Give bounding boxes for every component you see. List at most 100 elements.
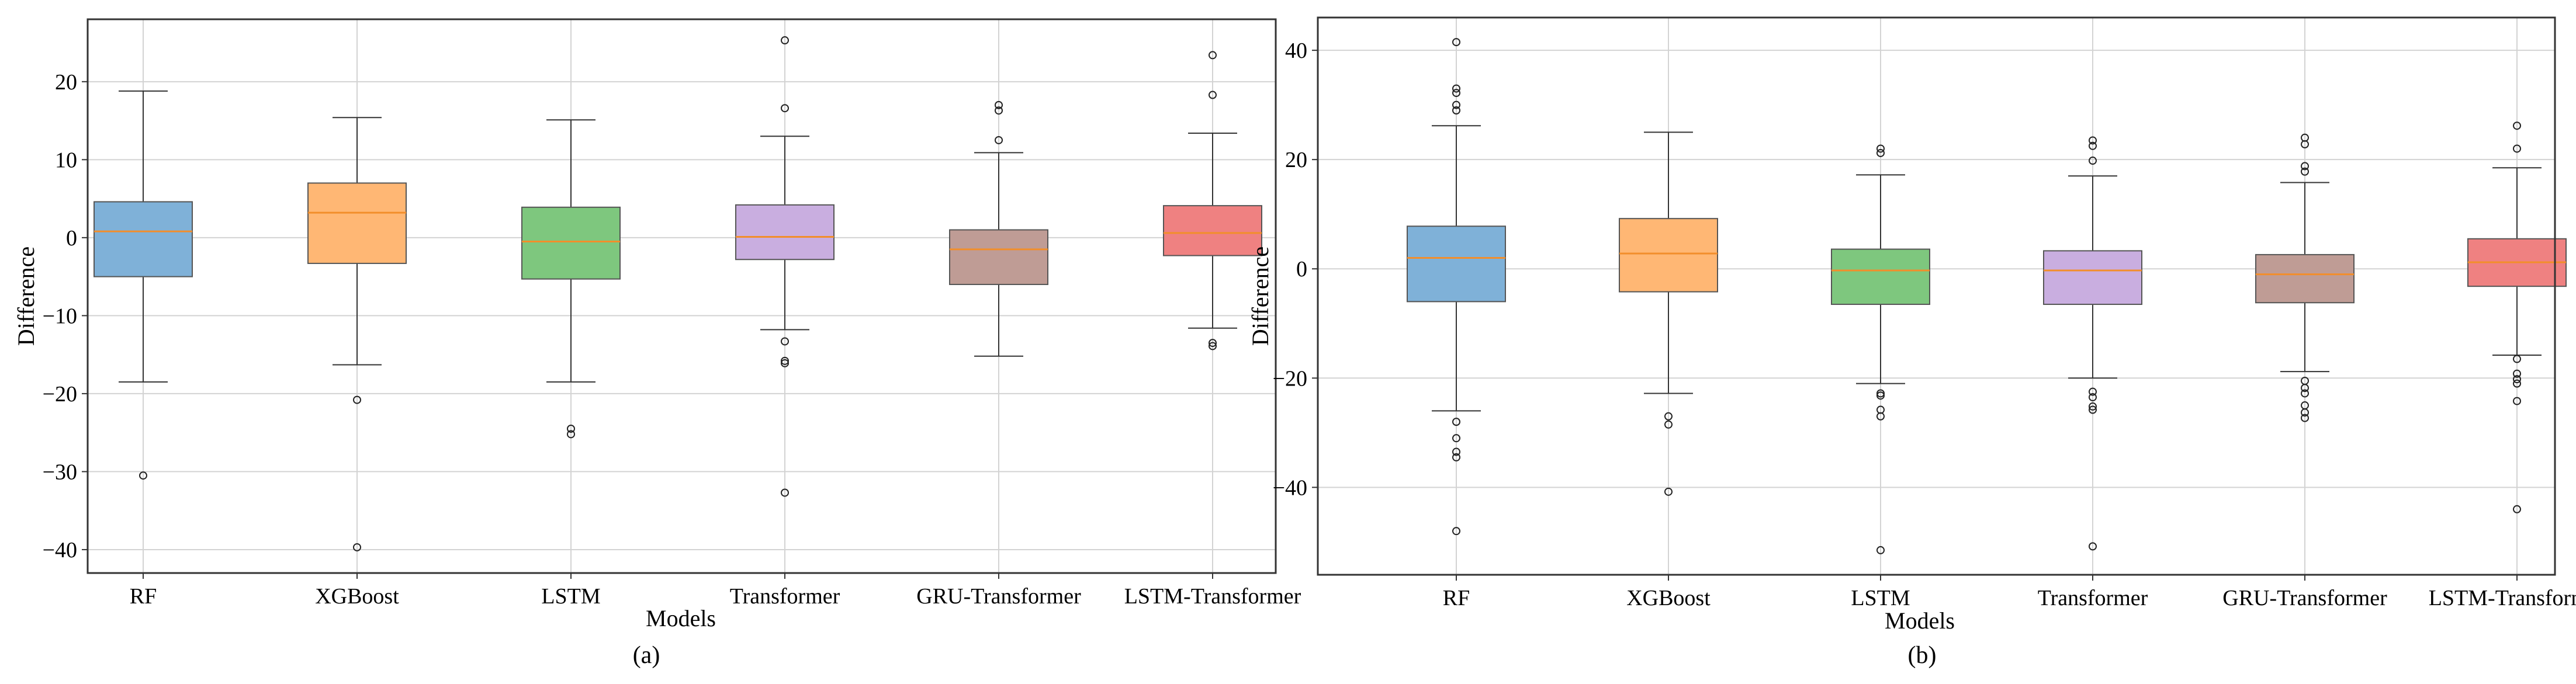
outlier-point [781, 104, 789, 113]
x-tick-label: GRU-Transformer [2222, 586, 2387, 610]
outlier-point [1452, 89, 1460, 98]
outlier-point [2513, 375, 2521, 384]
outlier-point [1664, 420, 1673, 429]
outlier-point [1876, 144, 1885, 153]
box-gru-transformer [949, 100, 1048, 357]
outlier-point [781, 488, 789, 497]
outlier-point [2089, 405, 2097, 414]
outlier-point [781, 337, 789, 346]
outlier-point [1452, 84, 1460, 93]
box-xgboost [307, 117, 407, 551]
panel-caption: (a) [633, 642, 660, 669]
x-tick-label: Transformer [2038, 586, 2148, 610]
outlier-point [1664, 487, 1673, 496]
outlier-point [2513, 397, 2521, 405]
outlier-point [1209, 51, 1217, 60]
x-tick-label: LSTM-Transformer [2429, 586, 2576, 610]
outlier-point [2301, 408, 2309, 417]
box-body [2255, 254, 2355, 304]
outlier-point [1452, 106, 1460, 114]
outlier-point [1209, 339, 1217, 348]
outlier-point [1876, 546, 1885, 554]
y-tick-label: −30 [43, 460, 77, 484]
y-tick-label: −40 [1273, 475, 1307, 500]
outlier-point [2301, 384, 2309, 393]
box-rf [1407, 38, 1506, 536]
y-tick-label: 20 [55, 70, 77, 95]
x-tick-label: LSTM-Transformer [1124, 584, 1301, 609]
box-lstm [521, 119, 621, 439]
box-body [1163, 205, 1262, 256]
outlier-point [567, 424, 575, 433]
outlier-point [2301, 162, 2309, 171]
x-tick-label: RF [1443, 586, 1470, 610]
outlier-point [2513, 505, 2521, 513]
outlier-point [1452, 447, 1460, 456]
outlier-point [567, 430, 575, 439]
box-gru-transformer [2255, 133, 2355, 422]
outlier-point [1452, 453, 1460, 461]
box-transformer [735, 36, 835, 497]
y-axis-label: Difference [1247, 246, 1273, 346]
x-tick-label: LSTM [541, 584, 600, 609]
box-xgboost [1619, 131, 1718, 496]
outlier-point [2513, 369, 2521, 378]
box-body [94, 201, 193, 277]
outlier-point [2089, 393, 2097, 402]
plot-frame [86, 18, 1277, 574]
y-tick-label: 0 [66, 226, 77, 251]
outlier-point [2089, 542, 2097, 551]
outlier-point [353, 395, 361, 404]
box-body [735, 204, 835, 261]
box-lstm-transformer [2467, 121, 2567, 513]
outlier-point [2089, 402, 2097, 411]
outlier-point [1452, 434, 1460, 443]
box-transformer [2043, 136, 2142, 551]
y-tick-label: 10 [55, 148, 77, 172]
outlier-point [139, 471, 147, 480]
outlier-point [2089, 136, 2097, 145]
plot-frame [1317, 16, 2556, 576]
outlier-point [995, 106, 1003, 115]
outlier-point [2301, 167, 2309, 176]
outlier-point [1876, 148, 1885, 157]
x-tick-label: RF [130, 584, 157, 609]
outlier-point [1876, 412, 1885, 421]
outlier-point [995, 136, 1003, 144]
outlier-point [781, 356, 789, 365]
outlier-point [1452, 418, 1460, 426]
outlier-point [1876, 391, 1885, 400]
box-body [1831, 248, 1930, 305]
y-tick-label: −10 [43, 304, 77, 328]
y-tick-label: −20 [43, 382, 77, 407]
panel-b: −40 −20 0 20 40 RF XGBoost LSTM Transformer GRU-T… [1247, 16, 2576, 669]
box-body [1407, 225, 1506, 303]
x-tick-label: XGBoost [1626, 586, 1711, 610]
box-lstm-transformer [1163, 51, 1262, 350]
x-tick-label: Transformer [730, 584, 840, 609]
outlier-point [2513, 121, 2521, 130]
y-tick-label: −40 [43, 538, 77, 563]
box-body [307, 182, 407, 264]
outlier-point [2089, 141, 2097, 150]
outlier-point [2089, 387, 2097, 396]
outlier-point [353, 543, 361, 551]
outlier-point [2513, 144, 2521, 153]
x-axis-label: Models [646, 605, 716, 631]
outlier-point [781, 359, 789, 367]
outlier-point [1452, 38, 1460, 47]
box-lstm [1831, 144, 1930, 554]
box-body [1619, 218, 1718, 293]
x-tick-label: LSTM [1851, 586, 1910, 610]
y-tick-label: 0 [1296, 257, 1307, 282]
outlier-point [2089, 157, 2097, 165]
panel-caption: (b) [1908, 642, 1937, 669]
box-body [521, 206, 621, 280]
panel-a: −40 −30 −20 −10 0 10 20 RF XGBoost LSTM Transforme… [13, 18, 1301, 669]
outlier-point [1209, 91, 1217, 99]
y-tick-label: −20 [1273, 366, 1307, 391]
outlier-point [1876, 389, 1885, 398]
outlier-point [2513, 379, 2521, 388]
outlier-point [995, 100, 1003, 109]
